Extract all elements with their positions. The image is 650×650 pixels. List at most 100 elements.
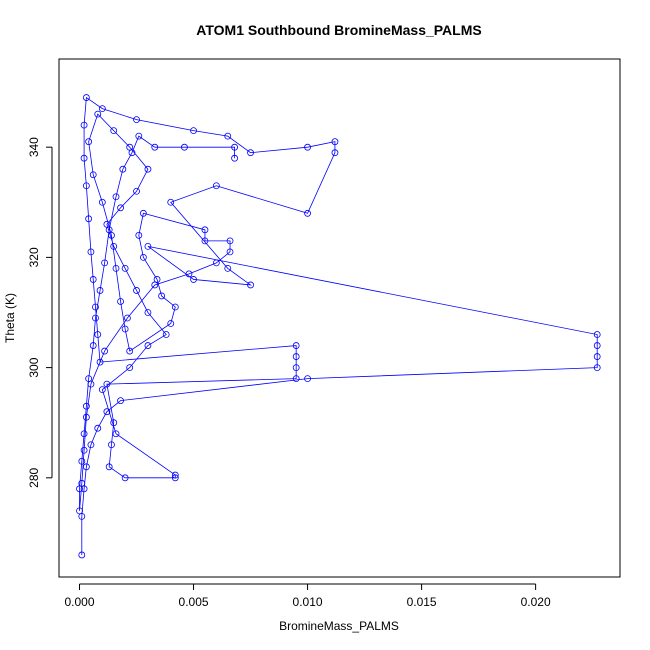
data-point	[110, 419, 118, 427]
data-point	[117, 397, 124, 405]
data-point	[247, 281, 254, 289]
data-point	[171, 303, 179, 311]
x-tick-label: 0.015	[407, 595, 437, 609]
data-point	[292, 375, 300, 383]
data-point	[101, 347, 109, 355]
data-point	[144, 342, 152, 349]
data-point	[128, 149, 136, 157]
data-point	[171, 471, 179, 479]
data-point	[78, 551, 86, 559]
data-point	[292, 342, 300, 349]
y-tick-label: 320	[27, 247, 41, 267]
data-point	[92, 314, 99, 322]
data-point	[224, 132, 232, 140]
data-point	[135, 231, 143, 239]
data-point	[231, 154, 239, 162]
data-point	[304, 375, 311, 383]
data-point	[144, 309, 152, 316]
data-point	[133, 187, 140, 195]
data-point	[117, 298, 124, 305]
data-point	[121, 325, 129, 333]
series-points	[76, 94, 601, 559]
data-point	[167, 320, 175, 327]
data-point	[82, 402, 90, 410]
data-point	[76, 485, 83, 493]
data-point	[110, 127, 118, 135]
y-axis-label: Theta (K)	[3, 293, 17, 343]
data-point	[331, 138, 339, 146]
data-point	[101, 259, 109, 267]
data-point	[92, 303, 99, 311]
data-point	[82, 463, 90, 471]
data-point	[135, 132, 143, 140]
data-point	[108, 441, 115, 449]
chart-title: ATOM1 Southbound BromineMass_PALMS	[196, 22, 481, 38]
data-point	[304, 209, 311, 217]
x-tick-label: 0.005	[179, 595, 209, 609]
data-point	[80, 154, 88, 162]
data-point	[112, 430, 120, 438]
data-point	[105, 463, 113, 471]
data-point	[105, 226, 113, 234]
x-tick-label: 0.000	[65, 595, 95, 609]
y-axis: 280 300 320 340	[27, 137, 53, 488]
data-point	[94, 331, 102, 338]
data-point	[82, 94, 90, 101]
data-point	[87, 248, 95, 256]
data-point	[158, 292, 166, 300]
data-point	[89, 342, 97, 349]
data-point	[226, 248, 234, 256]
data-point	[80, 430, 88, 438]
data-point	[181, 143, 188, 151]
data-point	[304, 143, 311, 151]
data-point	[78, 457, 86, 465]
data-point	[103, 380, 111, 388]
data-point	[247, 149, 254, 157]
data-point	[224, 264, 232, 272]
data-point	[87, 441, 95, 449]
y-tick-label: 340	[27, 137, 41, 157]
data-point	[85, 215, 93, 223]
data-point	[133, 116, 140, 124]
data-point	[124, 314, 131, 322]
data-point	[98, 386, 106, 394]
data-point	[96, 358, 104, 366]
data-point	[139, 253, 147, 261]
data-point	[331, 149, 339, 157]
data-point	[117, 204, 124, 212]
data-point	[110, 242, 118, 250]
y-tick-label: 300	[27, 357, 41, 377]
data-point	[96, 287, 104, 294]
data-point	[185, 270, 193, 278]
data-point	[201, 237, 209, 245]
data-point	[112, 193, 120, 201]
data-point	[167, 198, 175, 206]
data-point	[76, 507, 83, 515]
data-point	[94, 110, 102, 118]
data-point	[80, 121, 88, 129]
data-point	[98, 105, 106, 112]
data-point	[94, 424, 102, 432]
data-point	[190, 127, 197, 135]
data-point	[126, 347, 134, 355]
data-point	[593, 342, 601, 349]
data-point	[89, 171, 97, 179]
data-point	[126, 364, 134, 372]
series-line	[79, 96, 598, 555]
data-point	[151, 143, 159, 151]
data-point	[133, 287, 140, 294]
x-tick-label: 0.010	[293, 595, 323, 609]
data-point	[212, 259, 220, 267]
plot-area	[76, 94, 601, 559]
x-axis-label: BromineMass_PALMS	[279, 619, 399, 633]
data-point	[121, 264, 129, 272]
data-point	[103, 408, 111, 416]
data-point	[139, 209, 147, 217]
data-point	[119, 165, 127, 173]
data-point	[85, 375, 93, 383]
x-tick-label: 0.020	[521, 595, 551, 609]
data-point	[80, 446, 88, 454]
data-point	[593, 364, 601, 372]
data-point	[212, 182, 220, 190]
data-point	[121, 474, 129, 482]
